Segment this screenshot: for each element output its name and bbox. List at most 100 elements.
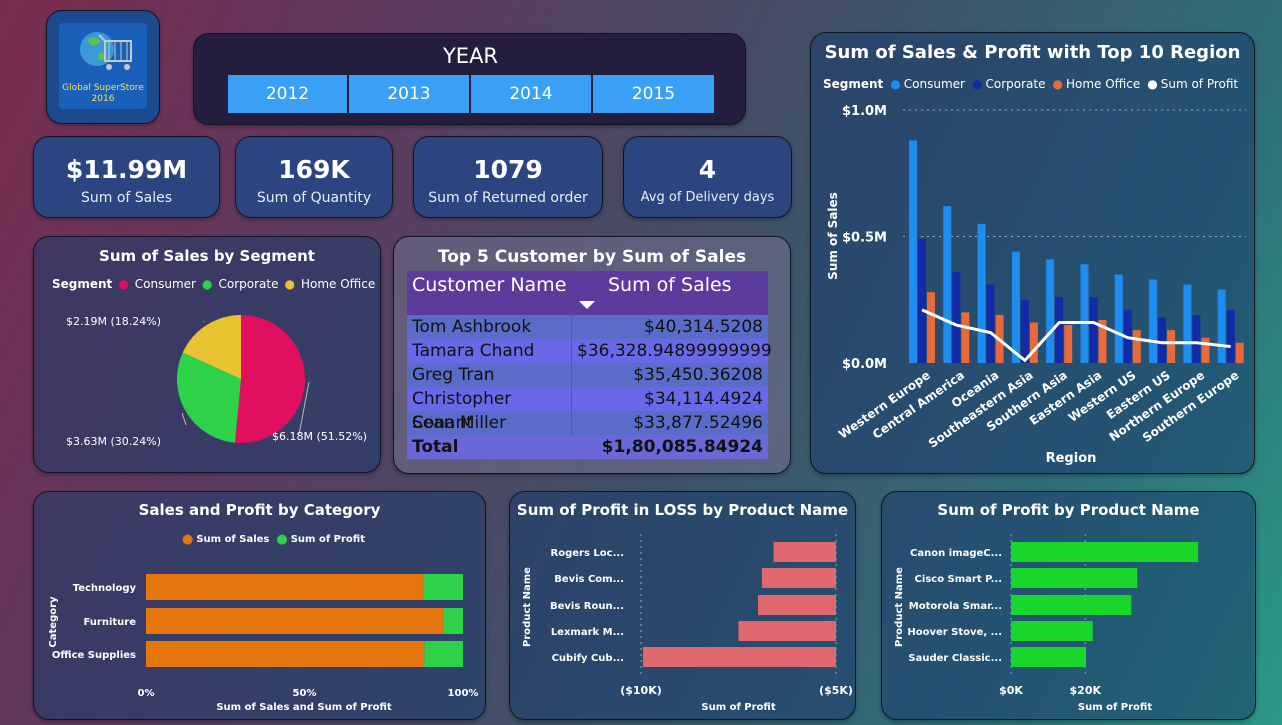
bar[interactable] — [1011, 647, 1087, 667]
stacked-bar-segment[interactable] — [443, 608, 463, 634]
column-header[interactable]: Sum of Sales — [572, 271, 768, 315]
bar[interactable] — [1011, 595, 1132, 615]
chart-title: Sum of Sales & Profit with Top 10 Region — [824, 42, 1241, 63]
bar[interactable] — [1011, 568, 1138, 588]
pie-slice[interactable] — [182, 315, 241, 379]
pie-data-label: $2.19M (18.24%) — [66, 315, 161, 328]
stacked-bar-segment[interactable] — [424, 641, 463, 667]
table-row[interactable]: Sean Miller $33,877.52496 — [407, 411, 768, 435]
bar[interactable] — [1132, 330, 1141, 363]
kpi-value: 4 — [698, 155, 717, 184]
bar[interactable] — [909, 140, 917, 363]
legend-item: Sum of Profit — [1160, 77, 1239, 91]
bar[interactable] — [1011, 621, 1093, 641]
table-row[interactable]: Christopher Conant $34,114.4924 — [407, 387, 768, 433]
legend-dot-icon: ● — [201, 277, 213, 291]
bar[interactable] — [1226, 309, 1235, 363]
y-tick-label: Canon imageC... — [910, 548, 1002, 559]
legend-title: Segment — [823, 77, 884, 91]
bar[interactable] — [1029, 322, 1038, 363]
y-tick-label: Furniture — [83, 617, 136, 628]
table-row[interactable]: Tom Ashbrook $40,314.5208 — [407, 315, 768, 339]
x-tick-label: 0% — [138, 688, 155, 699]
cart-globe-icon — [80, 32, 132, 70]
bar[interactable] — [1011, 542, 1199, 562]
customer-name: Sean Miller — [407, 411, 572, 435]
bar[interactable] — [927, 292, 935, 363]
bar[interactable] — [986, 284, 995, 363]
bar[interactable] — [977, 223, 986, 363]
bar[interactable] — [1167, 330, 1176, 363]
pie-slice[interactable] — [176, 352, 241, 443]
column-header[interactable]: Customer Name — [412, 274, 567, 296]
profit-bar-chart: $0K $20K Canon imageC... Cisco Smart P... Mo… — [894, 534, 1199, 713]
bar[interactable] — [1064, 325, 1073, 363]
bar[interactable] — [1080, 264, 1089, 363]
y-tick-label: Hoover Stove, ... — [907, 627, 1002, 638]
sort-desc-icon[interactable] — [579, 301, 595, 309]
x-tick-label: $0K — [999, 684, 1023, 697]
legend-item: Corporate — [985, 77, 1046, 91]
kpi-returned: 1079 Sum of Returned order — [413, 136, 603, 218]
category-legend: ● Sum of Sales ● Sum of Profit — [182, 532, 365, 547]
year-button-2012[interactable]: 2012 — [228, 75, 349, 113]
kpi-label: Sum of Sales — [80, 190, 173, 206]
bar[interactable] — [1011, 251, 1020, 363]
table-row[interactable]: Tamara Chand $36,328.94899999999 — [407, 339, 772, 363]
bar[interactable] — [1192, 314, 1201, 363]
kpi-value: 169K — [278, 155, 350, 184]
bar[interactable] — [1158, 317, 1167, 363]
year-button-2014[interactable]: 2014 — [471, 75, 593, 113]
stacked-bar-segment[interactable] — [146, 641, 425, 667]
bar[interactable] — [1201, 337, 1210, 363]
x-axis-label: Sum of Profit — [701, 702, 775, 713]
bar[interactable] — [773, 542, 836, 562]
logo-year: 2016 — [91, 94, 115, 104]
bar[interactable] — [1089, 297, 1098, 363]
y-tick-label: Motorola Smar... — [909, 601, 1002, 612]
chart-title: Sales and Profit by Category — [138, 501, 381, 519]
bar[interactable] — [943, 206, 952, 363]
year-slicer-title: YEAR — [442, 44, 499, 68]
bar[interactable] — [761, 568, 836, 588]
bar[interactable] — [642, 647, 836, 667]
legend-item: Home Office — [1065, 77, 1141, 91]
table-body: Tom Ashbrook $40,314.5208 Tamara Chand $36,… — [407, 315, 772, 435]
logo-card: Global SuperStore 2016 — [46, 10, 160, 124]
x-axis-label: Sum of Profit — [1078, 702, 1152, 713]
bar[interactable] — [961, 312, 970, 363]
kpi-label: Sum of Quantity — [256, 190, 372, 206]
bar[interactable] — [918, 239, 926, 363]
customer-sales: $34,114.4924 — [644, 389, 763, 409]
bar[interactable] — [1020, 299, 1029, 363]
bar[interactable] — [758, 595, 836, 615]
stacked-bar-segment[interactable] — [423, 574, 463, 600]
pie-slice[interactable] — [234, 315, 305, 443]
bar[interactable] — [738, 621, 837, 641]
bar[interactable] — [1046, 259, 1055, 363]
pie-data-label: $3.63M (30.24%) — [66, 435, 161, 448]
chart-title: Sum of Profit by Product Name — [937, 501, 1200, 519]
bar[interactable] — [1217, 289, 1226, 363]
chart-title: Sum of Profit in LOSS by Product Name — [516, 501, 849, 519]
pie-chart: $6.18M (51.52%) $3.63M (30.24%) $2.19M (18… — [66, 315, 367, 448]
bar[interactable] — [1149, 279, 1158, 363]
bar[interactable] — [1098, 319, 1107, 363]
bar[interactable] — [1183, 284, 1192, 363]
bar[interactable] — [952, 271, 961, 363]
stacked-bar-segment[interactable] — [146, 574, 424, 600]
stacked-bar-segment[interactable] — [146, 608, 444, 634]
y-tick-label: Rogers Loc... — [551, 548, 624, 559]
bar[interactable] — [1235, 342, 1244, 363]
profit-line[interactable] — [921, 308, 1231, 363]
bar[interactable] — [1055, 297, 1064, 363]
customer-sales: $33,877.52496 — [633, 413, 763, 433]
legend-item: Corporate — [218, 277, 279, 291]
legend-dot-icon: ● — [118, 277, 129, 291]
customer-sales: $40,314.5208 — [644, 317, 763, 337]
year-button-2015[interactable]: 2015 — [593, 75, 714, 113]
bar[interactable] — [1114, 274, 1123, 363]
table-row[interactable]: Greg Tran $35,450.36208 — [407, 363, 768, 387]
x-tick-label: ($5K) — [819, 684, 853, 697]
year-button-2013[interactable]: 2013 — [349, 75, 471, 113]
